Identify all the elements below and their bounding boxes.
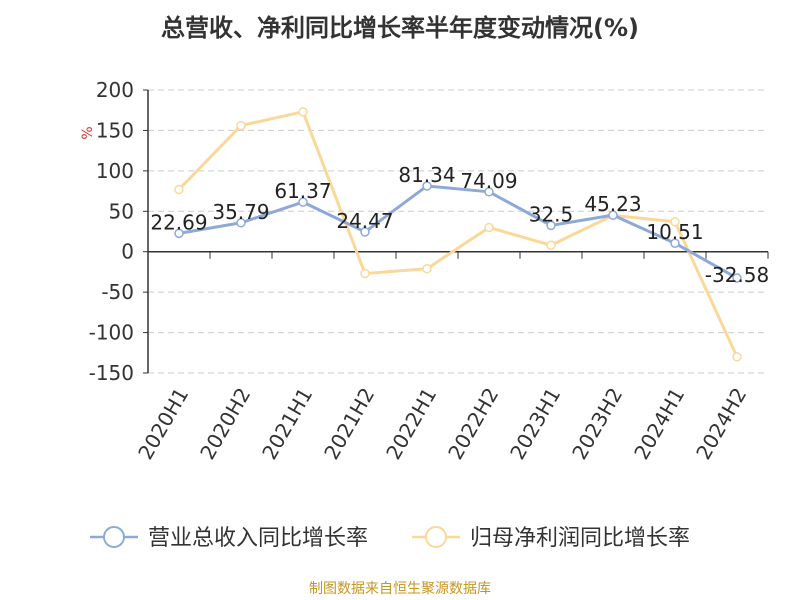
data-label: 45.23 <box>584 192 641 216</box>
x-tick-label: 2023H1 <box>505 384 565 464</box>
data-point-revenue <box>298 197 308 207</box>
data-point-revenue <box>236 218 246 228</box>
data-point-revenue <box>360 227 370 237</box>
data-point-revenue <box>174 228 184 239</box>
data-label: 61.37 <box>274 179 331 203</box>
y-tick-label: -150 <box>89 361 134 385</box>
x-tick-label: 2023H2 <box>567 384 627 464</box>
y-tick-label: 50 <box>109 199 134 223</box>
data-point-net-profit <box>298 107 308 117</box>
x-tick-label: 2022H1 <box>381 384 441 464</box>
chart-title: 总营收、净利同比增长率半年度变动情况(%) <box>161 14 639 42</box>
data-point-net-profit <box>174 184 184 195</box>
legend-marker <box>103 526 125 548</box>
data-point-net-profit <box>732 352 742 362</box>
data-point-revenue <box>670 238 680 248</box>
x-tick-label: 2022H2 <box>443 384 503 464</box>
series-line-net-profit <box>177 110 739 358</box>
data-point-net-profit <box>670 217 680 227</box>
data-point-revenue <box>546 220 556 231</box>
y-tick-label: -100 <box>89 321 134 345</box>
y-tick-label: -50 <box>101 280 134 304</box>
data-label: 32.5 <box>529 202 574 226</box>
y-axis-label: % <box>80 126 96 139</box>
data-label: 35.79 <box>212 200 269 224</box>
data-label: 10.51 <box>646 220 703 244</box>
data-point-revenue <box>732 273 742 283</box>
y-tick-label: 200 <box>96 78 134 102</box>
data-label: -32.58 <box>705 263 769 287</box>
x-tick-label: 2020H1 <box>133 384 193 464</box>
series-line-revenue <box>178 184 738 280</box>
data-point-net-profit <box>360 268 370 279</box>
data-point-net-profit <box>484 222 494 233</box>
data-point-revenue <box>484 187 494 197</box>
y-tick-label: 0 <box>121 240 134 264</box>
data-label: 74.09 <box>460 169 517 193</box>
x-tick-label: 2020H2 <box>195 384 255 464</box>
data-point-net-profit <box>546 240 556 250</box>
x-tick-label: 2021H1 <box>257 384 317 464</box>
y-tick-label: 100 <box>96 159 134 183</box>
data-point-revenue <box>608 210 618 220</box>
data-point-net-profit <box>236 120 246 131</box>
data-point-revenue <box>422 181 432 191</box>
legend-marker <box>425 526 447 548</box>
data-label: 24.47 <box>336 209 393 233</box>
source-note: 制图数据来自恒生聚源数据库 <box>309 581 491 597</box>
data-label: 22.69 <box>150 210 207 234</box>
x-tick-label: 2021H2 <box>319 384 379 464</box>
data-label: 81.34 <box>398 163 455 187</box>
y-tick-label: 150 <box>96 118 134 142</box>
x-tick-label: 2024H2 <box>691 384 751 464</box>
x-tick-label: 2024H1 <box>629 384 689 464</box>
legend-label-net-profit: 归母净利润同比增长率 <box>470 526 690 551</box>
legend-label-revenue: 营业总收入同比增长率 <box>148 526 368 551</box>
data-point-net-profit <box>422 263 432 274</box>
